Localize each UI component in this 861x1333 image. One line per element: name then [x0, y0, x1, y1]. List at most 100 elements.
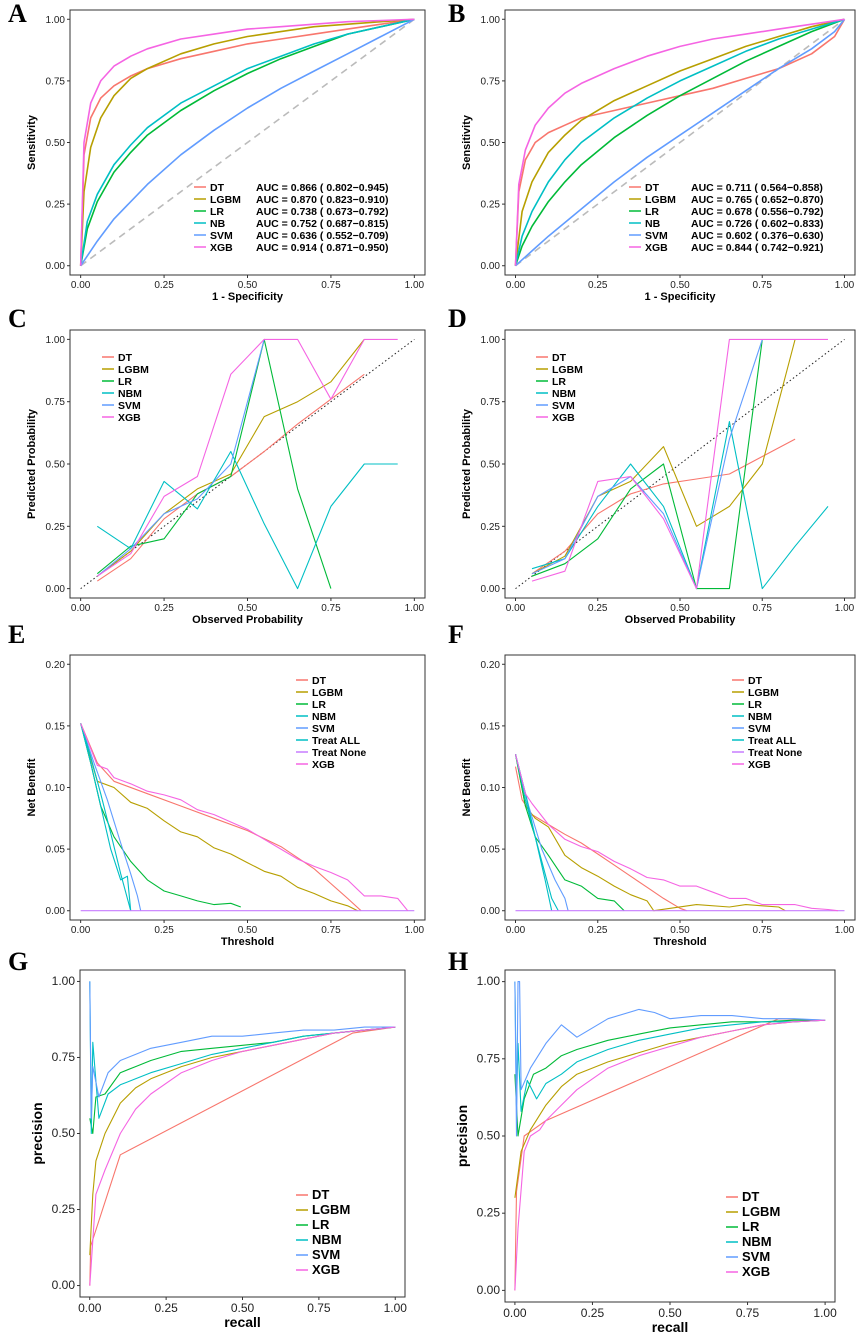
- legend-label: LGBM: [312, 687, 343, 699]
- series-line-lgbm: [514, 754, 786, 912]
- panel-label: A: [8, 0, 27, 28]
- y-tick-label: 0.75: [481, 76, 501, 87]
- x-tick-label: 1.00: [405, 603, 425, 614]
- legend-label: DT: [552, 352, 567, 364]
- x-tick-label: 0.00: [503, 1306, 527, 1320]
- y-tick-label: 0.00: [481, 261, 501, 272]
- legend-auc: AUC = 0.844 ( 0.742−0.921): [691, 242, 824, 254]
- panel-D: D 0.00 0.25 0.50 0.75 1.00 0.00 0.25 0.50 0.75 1.0…: [448, 304, 856, 626]
- series-line-svm: [514, 18, 846, 267]
- legend-label: NB: [645, 218, 661, 230]
- x-tick-label: 0.50: [670, 925, 690, 936]
- series-line-nb: [79, 18, 415, 266]
- legend-auc: AUC = 0.866 ( 0.802−0.945): [256, 182, 389, 194]
- series-line-svm: [89, 981, 396, 1119]
- x-tick-label: 0.75: [753, 603, 773, 614]
- y-tick-label: 0.10: [46, 783, 66, 794]
- y-axis-title: Net Benefit: [461, 758, 473, 816]
- series-line-lr: [531, 339, 763, 590]
- legend-auc: AUC = 0.870 ( 0.823−0.910): [256, 194, 389, 206]
- y-tick-label: 0.25: [481, 200, 501, 211]
- legend-label: NBM: [748, 711, 772, 723]
- y-tick-label: 0.50: [46, 460, 66, 471]
- x-axis-title: Observed Probability: [625, 614, 737, 626]
- plot-frame: [504, 969, 836, 1303]
- legend-label: LGBM: [645, 194, 676, 206]
- y-tick-label: 0.00: [46, 906, 66, 917]
- legend-auc: AUC = 0.726 ( 0.602−0.833): [691, 218, 824, 230]
- panel-F: F 0.00 0.05 0.10 0.15 0.20 0.00 0.25 0.50 0.75 1.0…: [448, 620, 856, 948]
- plot-frame: [79, 969, 406, 1298]
- x-axis-title: recall: [652, 1319, 689, 1333]
- legend-label: Treat None: [748, 747, 802, 759]
- series-line-svm: [531, 339, 763, 590]
- x-tick-label: 1.00: [835, 925, 855, 936]
- series-line-xgb: [89, 1026, 396, 1286]
- y-tick-label: 0.25: [477, 1206, 501, 1220]
- legend-label: DT: [210, 182, 225, 194]
- series-line-svm: [80, 18, 415, 267]
- legend-label: DT: [312, 1187, 329, 1202]
- legend-label: LR: [210, 206, 224, 218]
- panel-E: E 0.00 0.05 0.10 0.15 0.20 0.00 0.25 0.50 0.75 1.0…: [8, 620, 426, 948]
- y-axis-title: Sensitivity: [26, 114, 38, 170]
- y-tick-label: 0.15: [46, 721, 66, 732]
- reference-diagonal: [515, 18, 845, 267]
- legend-label: SVM: [118, 400, 141, 412]
- x-tick-label: 0.25: [154, 1301, 178, 1315]
- plot-frame: [504, 654, 856, 921]
- legend-label: Treat None: [312, 747, 366, 759]
- legend-label: XGB: [118, 412, 141, 424]
- x-tick-label: 1.00: [813, 1306, 837, 1320]
- y-tick-label: 1.00: [46, 15, 66, 26]
- y-tick-label: 0.00: [46, 584, 66, 595]
- legend-label: SVM: [210, 230, 233, 242]
- legend-auc: AUC = 0.914 ( 0.871−0.950): [256, 242, 389, 254]
- y-tick-label: 0.75: [46, 76, 66, 87]
- legend-label: LR: [552, 376, 566, 388]
- y-tick-label: 0.75: [52, 1050, 76, 1064]
- legend-label: NBM: [742, 1234, 772, 1249]
- series-line-nbm: [514, 981, 826, 1112]
- x-tick-label: 1.00: [835, 603, 855, 614]
- panel-label: C: [8, 304, 27, 333]
- plot-frame: [69, 654, 426, 921]
- series-line-lgbm: [96, 339, 365, 577]
- y-tick-label: 1.00: [481, 15, 501, 26]
- series-line-xgb: [514, 754, 838, 912]
- series-line-lgbm: [514, 18, 845, 266]
- x-tick-label: 0.00: [506, 280, 526, 291]
- legend-label: LR: [118, 376, 132, 388]
- legend-label: SVM: [552, 400, 575, 412]
- x-tick-label: 0.00: [506, 925, 526, 936]
- x-tick-label: 0.50: [238, 280, 258, 291]
- series-line-nbm: [531, 421, 829, 590]
- series-line-lgbm: [79, 18, 415, 266]
- y-tick-label: 1.00: [52, 974, 76, 988]
- legend-label: DT: [742, 1189, 759, 1204]
- series-line-nbm: [96, 450, 398, 590]
- x-tick-label: 0.75: [753, 925, 773, 936]
- panel-C: C 0.00 0.25 0.50 0.75 1.00 0.00 0.25 0.50 0.75 1.0…: [8, 304, 426, 626]
- legend-label: DT: [118, 352, 133, 364]
- panel-label: H: [448, 947, 468, 976]
- legend-label: DT: [645, 182, 660, 194]
- series-line-treat-all: [80, 723, 132, 911]
- y-tick-label: 0.50: [477, 1129, 501, 1143]
- series-line-xgb: [531, 338, 828, 590]
- y-tick-label: 0.75: [481, 397, 501, 408]
- x-tick-label: 1.00: [384, 1301, 408, 1315]
- series-line-dt: [514, 1018, 826, 1291]
- x-axis-title: recall: [224, 1314, 261, 1330]
- y-tick-label: 0.20: [481, 660, 501, 671]
- legend-label: XGB: [645, 242, 668, 254]
- y-axis-title: precision: [454, 1105, 470, 1167]
- legend-label: NBM: [552, 388, 576, 400]
- y-axis-title: Predicted Probability: [26, 408, 38, 519]
- x-tick-label: 0.25: [154, 280, 174, 291]
- x-tick-label: 0.75: [736, 1306, 760, 1320]
